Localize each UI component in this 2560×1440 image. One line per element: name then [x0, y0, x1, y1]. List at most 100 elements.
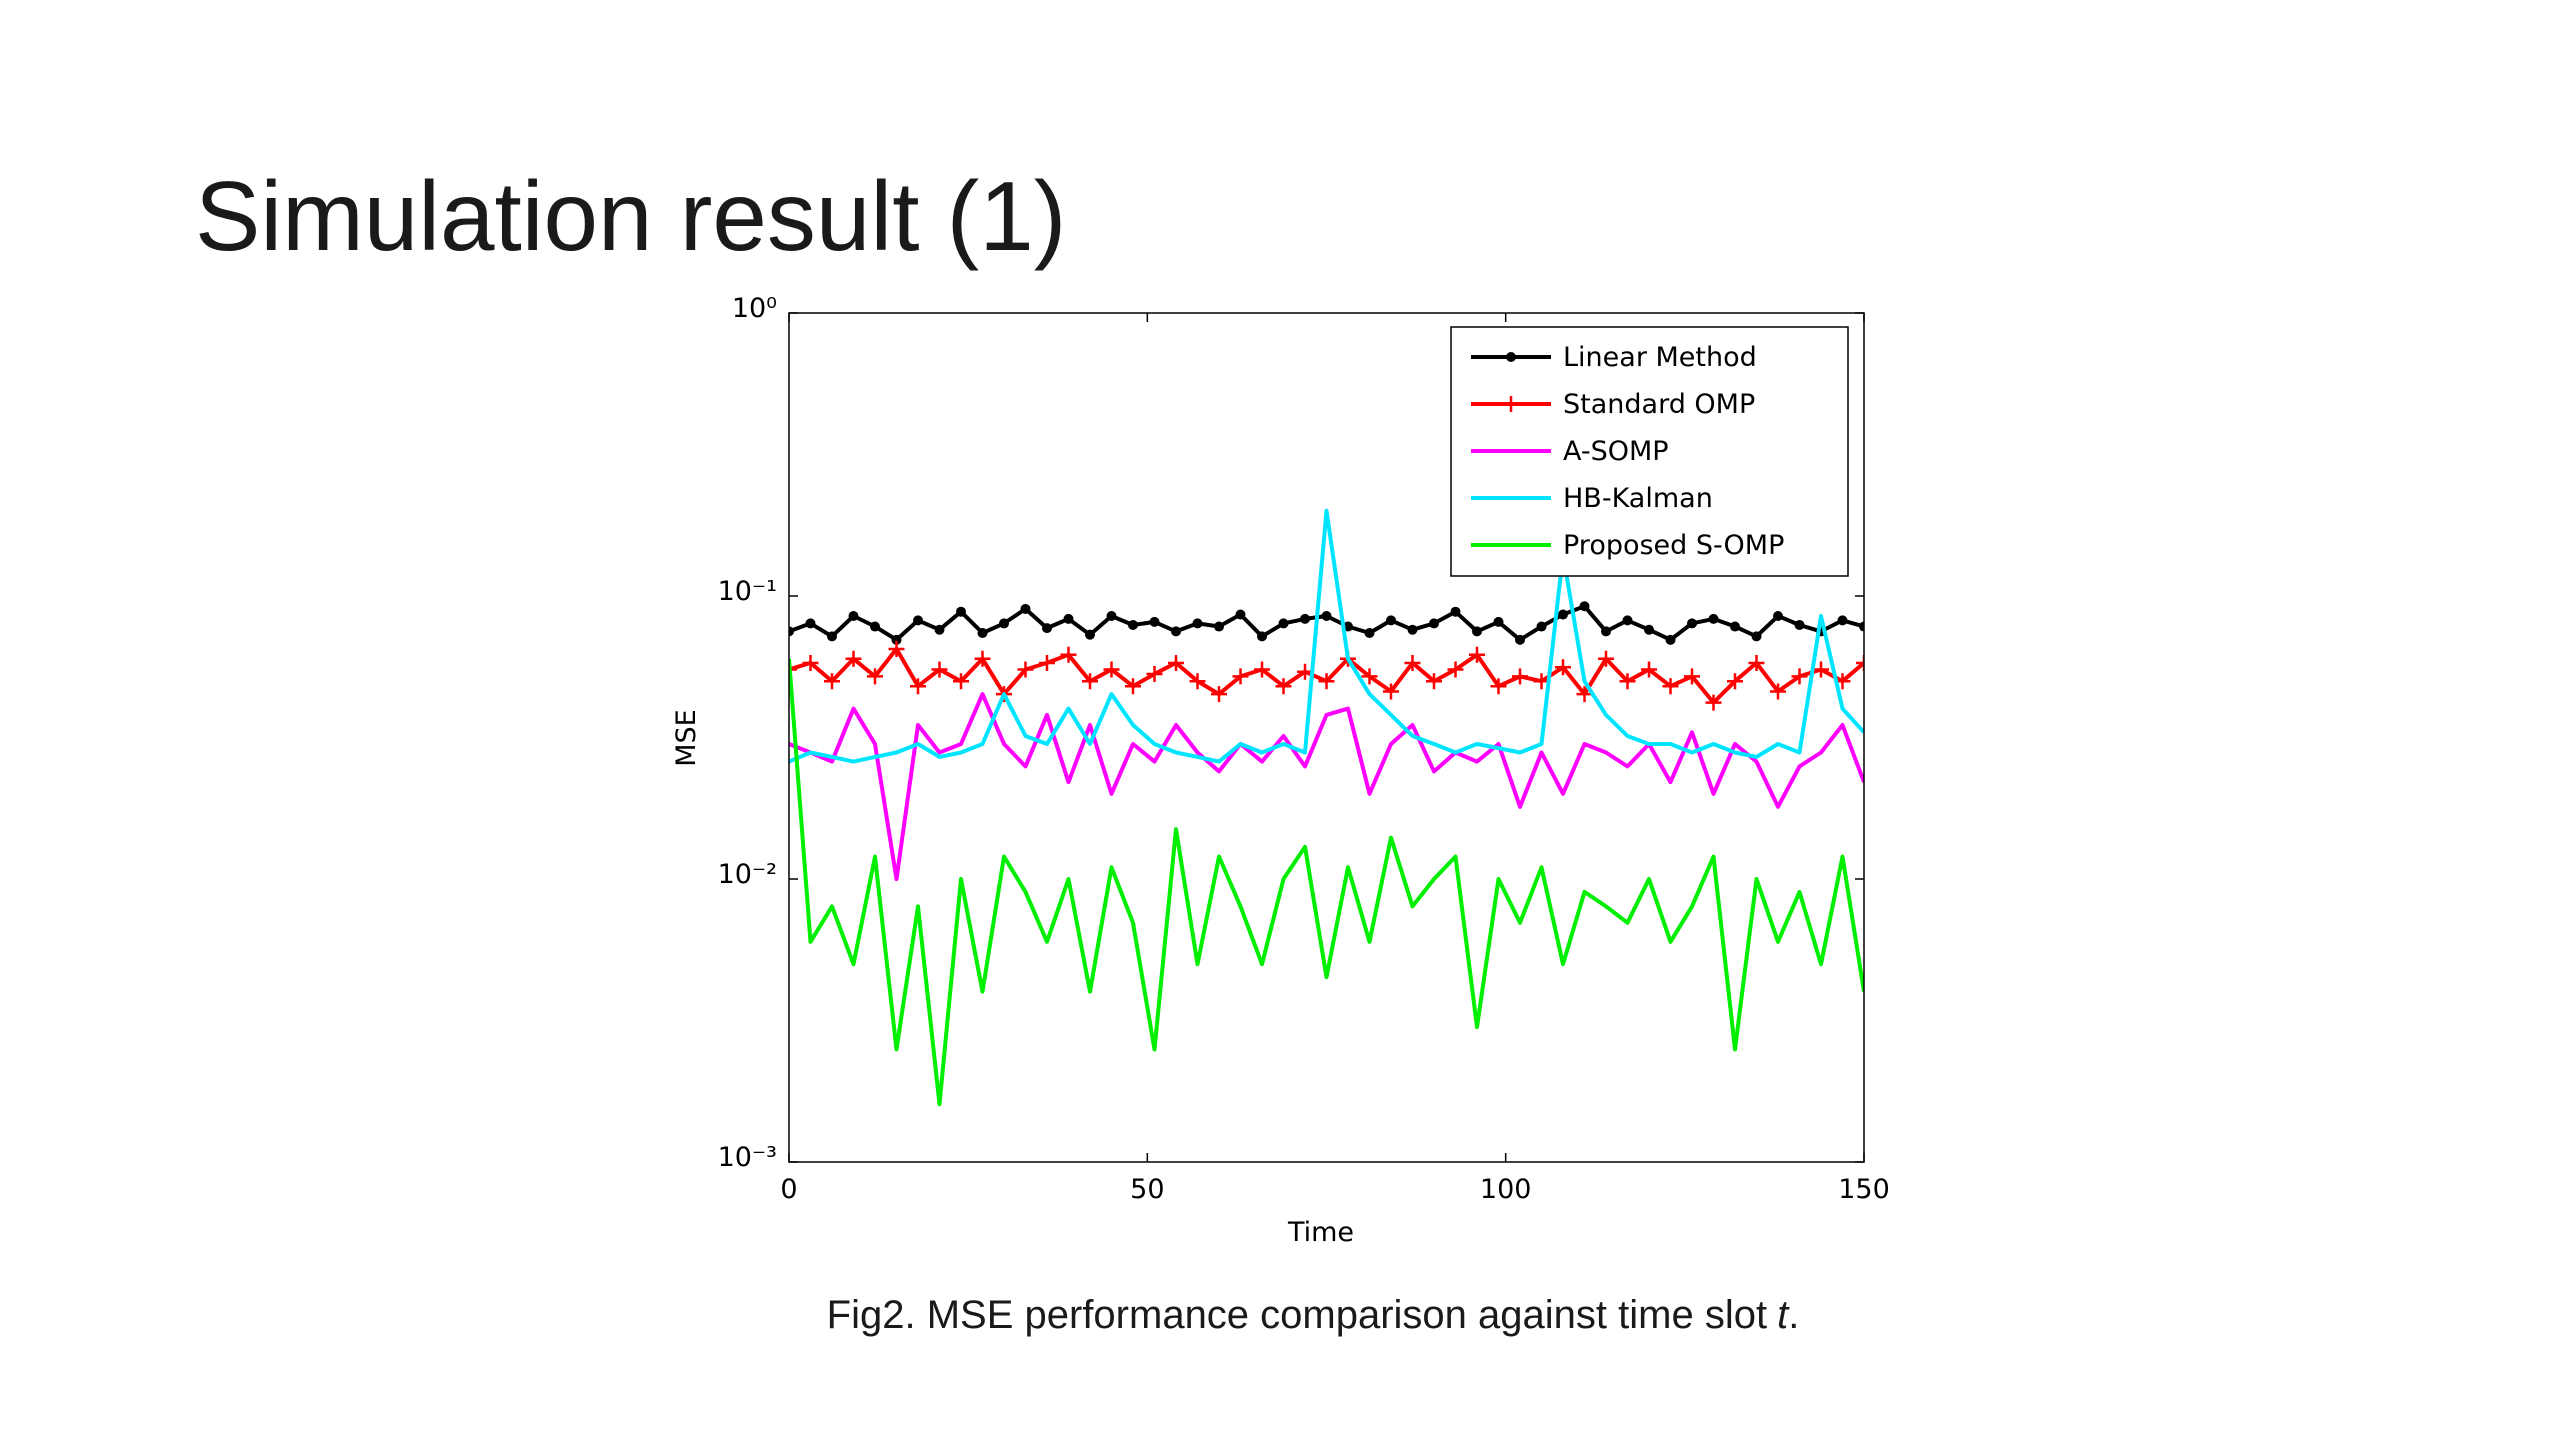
- point-marker: [977, 628, 988, 639]
- point-marker: [1318, 673, 1335, 690]
- point-marker: [1211, 686, 1227, 703]
- series-line: [789, 508, 1864, 764]
- point-marker: [1469, 646, 1485, 663]
- point-marker: [1813, 661, 1829, 678]
- point-marker: [1773, 610, 1783, 621]
- point-marker: [1386, 615, 1396, 626]
- point-marker: [1125, 678, 1141, 695]
- point-marker: [1060, 646, 1077, 663]
- point-marker: [1407, 624, 1418, 635]
- point-marker: [913, 615, 923, 626]
- point-marker: [1042, 623, 1052, 634]
- point-marker: [1235, 609, 1246, 620]
- point-marker: [910, 678, 926, 695]
- point-marker: [1189, 673, 1206, 690]
- point-marker: [1493, 616, 1504, 627]
- point-marker: [1082, 673, 1098, 690]
- point-marker: [1214, 621, 1224, 632]
- point-marker: [956, 606, 966, 617]
- legend-label: A-SOMP: [1563, 436, 1669, 467]
- point-marker: [891, 634, 902, 645]
- point-marker: [1490, 678, 1507, 695]
- caption: Fig2. MSE performance comparison against…: [827, 1293, 1800, 1337]
- point-marker: [1300, 613, 1310, 624]
- series-line: [789, 658, 1864, 1107]
- point-marker: [1192, 618, 1203, 629]
- point-marker: [974, 650, 991, 667]
- point-marker: [1598, 650, 1614, 667]
- point-marker: [1103, 661, 1120, 678]
- point-marker: [1705, 694, 1722, 711]
- point-marker: [1727, 673, 1743, 690]
- point-marker: [931, 661, 948, 678]
- y-tick-label: 10⁻²: [718, 859, 777, 890]
- point-marker: [824, 673, 840, 690]
- point-marker: [848, 610, 859, 621]
- point-marker: [1515, 634, 1525, 645]
- point-marker: [1404, 654, 1421, 671]
- point-marker: [888, 640, 905, 657]
- point-marker: [1791, 668, 1808, 685]
- slide-title: Simulation result (1): [195, 161, 1066, 271]
- point-marker: [1751, 631, 1762, 642]
- point-marker: [1128, 619, 1138, 630]
- point-marker: [1426, 673, 1442, 690]
- point-marker: [934, 624, 945, 635]
- point-marker: [1555, 659, 1571, 676]
- point-marker: [1644, 624, 1654, 635]
- point-marker: [1020, 603, 1031, 614]
- point-marker: [1450, 606, 1461, 617]
- point-marker: [1576, 686, 1593, 703]
- point-marker: [1257, 631, 1267, 642]
- point-marker: [1447, 661, 1464, 678]
- point-marker: [1364, 628, 1375, 639]
- y-tick-label: 10⁻³: [718, 1142, 777, 1173]
- legend-label: Linear Method: [1563, 342, 1757, 373]
- point-marker: [1146, 666, 1163, 683]
- point-marker: [1275, 678, 1292, 695]
- point-marker: [1794, 619, 1805, 630]
- point-marker: [1149, 616, 1160, 627]
- point-marker: [1856, 654, 1864, 671]
- point-marker: [802, 654, 819, 671]
- caption-text: Fig2. MSE performance comparison against…: [827, 1293, 1767, 1337]
- x-axis-label: Time: [1287, 1217, 1354, 1248]
- point-marker: [1748, 654, 1765, 671]
- point-marker: [789, 626, 794, 637]
- point-marker: [1361, 668, 1378, 685]
- point-marker: [1558, 609, 1568, 620]
- point-marker: [1601, 626, 1611, 637]
- caption-end: .: [1788, 1293, 1799, 1337]
- point-marker: [1106, 610, 1117, 621]
- point-marker: [953, 673, 969, 690]
- point-marker: [1168, 654, 1184, 671]
- point-marker: [1619, 673, 1636, 690]
- point-marker: [845, 650, 862, 667]
- legend-marker: [1503, 396, 1519, 412]
- point-marker: [1730, 621, 1740, 632]
- point-marker: [1684, 668, 1700, 685]
- y-tick-label: 10⁻¹: [718, 576, 777, 607]
- point-marker: [827, 631, 837, 642]
- point-marker: [1017, 661, 1034, 678]
- point-marker: [1383, 683, 1399, 700]
- legend-label: HB-Kalman: [1563, 483, 1713, 514]
- point-marker: [1708, 613, 1719, 624]
- point-marker: [1770, 683, 1786, 700]
- y-axis-label: MSE: [671, 709, 702, 767]
- point-marker: [1837, 615, 1848, 626]
- point-marker: [1472, 626, 1482, 637]
- point-marker: [867, 668, 883, 685]
- y-tick-label: 10⁰: [732, 293, 777, 324]
- point-marker: [1063, 613, 1074, 624]
- x-tick-label: 50: [1130, 1174, 1164, 1205]
- point-marker: [1232, 668, 1249, 685]
- x-tick-label: 150: [1838, 1174, 1890, 1205]
- plot-frame: [788, 312, 1865, 1163]
- point-marker: [1039, 654, 1055, 671]
- point-marker: [1579, 601, 1590, 612]
- legend-marker: [1506, 352, 1516, 362]
- point-marker: [1429, 618, 1439, 629]
- point-marker: [1687, 618, 1697, 629]
